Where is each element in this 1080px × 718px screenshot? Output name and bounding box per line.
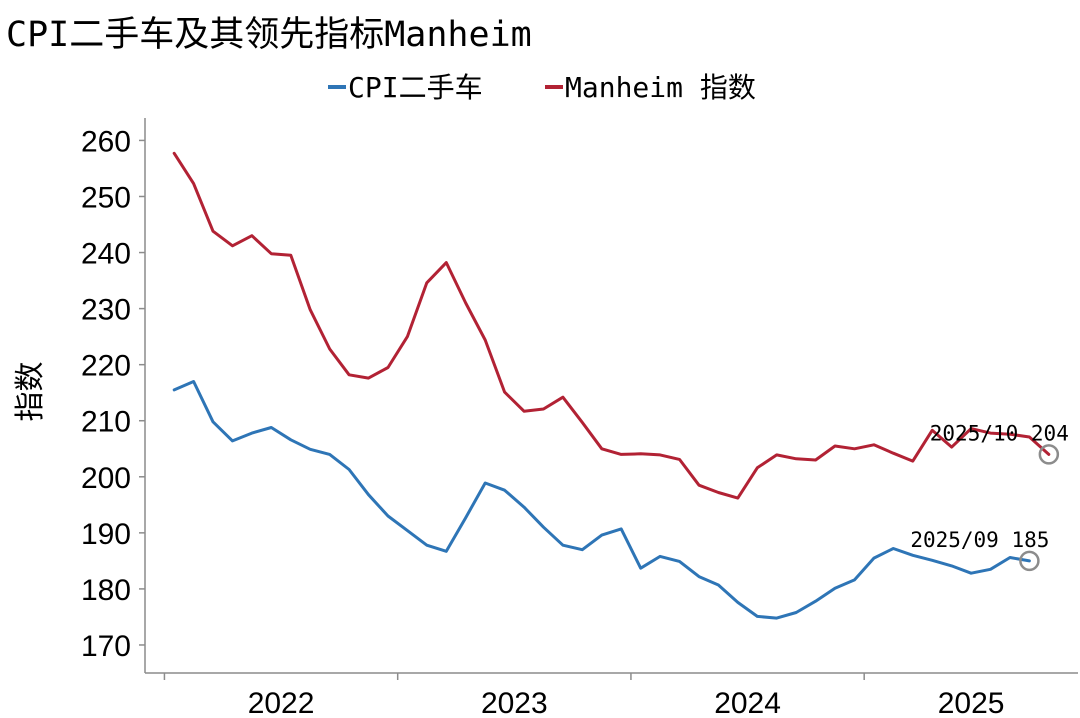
end-point-marker <box>1019 550 1040 572</box>
y-axis-label: 指数 <box>14 362 47 422</box>
y-tick-label: 230 <box>81 294 131 327</box>
y-axis: 170 180 190 200 210 220 230 240 250 260 <box>81 118 146 673</box>
y-tick-label: 200 <box>81 462 131 495</box>
annotation-layer: 2025/10 204 2025/09 185 <box>910 421 1069 572</box>
y-tick-label: 240 <box>81 238 131 271</box>
x-tick-label: 2025 <box>938 687 1005 718</box>
y-tick-label: 190 <box>81 518 131 551</box>
end-point-label: 2025/10 204 <box>930 421 1069 445</box>
x-tick-label: 2022 <box>248 687 315 718</box>
x-tick-label: 2024 <box>714 687 781 718</box>
y-tick-label: 180 <box>81 574 131 607</box>
chart-legend: CPI二手车 Manheim 指数 <box>328 71 756 104</box>
legend-label-2: Manheim 指数 <box>565 71 756 104</box>
series-layer <box>172 151 1051 620</box>
series-line-1 <box>172 380 1031 620</box>
y-tick-label: 260 <box>81 125 131 158</box>
x-axis: 2022 2023 2024 2025 <box>145 672 1078 718</box>
y-tick-label: 250 <box>81 181 131 214</box>
legend-label-1: CPI二手车 <box>348 71 483 104</box>
end-point-marker <box>1038 444 1060 465</box>
series-line-2 <box>172 151 1051 500</box>
x-tick-label: 2023 <box>481 687 548 718</box>
y-tick-label: 210 <box>81 406 131 439</box>
end-point-label: 2025/09 185 <box>910 528 1049 552</box>
y-tick-label: 170 <box>81 630 131 663</box>
chart-title: CPI二手车及其领先指标Manheim <box>6 15 532 55</box>
y-tick-label: 220 <box>81 350 131 383</box>
